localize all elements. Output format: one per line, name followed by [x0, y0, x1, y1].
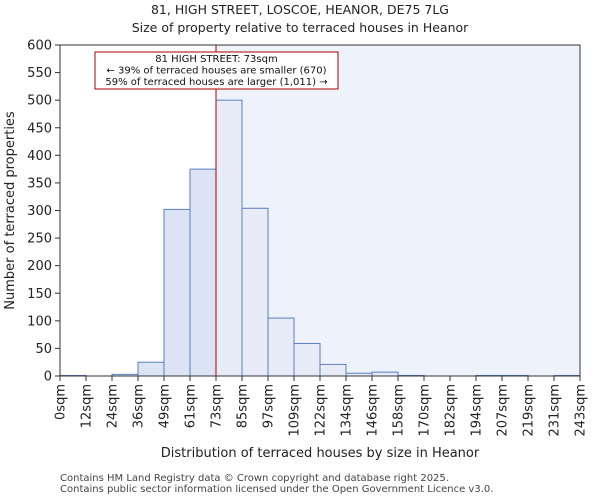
x-tick-label: 109sqm — [288, 384, 303, 437]
x-tick-label: 182sqm — [444, 384, 459, 437]
y-tick-label: 350 — [27, 176, 52, 191]
x-tick-label: 207sqm — [496, 384, 511, 437]
x-tick-label: 219sqm — [522, 384, 537, 437]
bar — [189, 168, 217, 377]
footer-line-2: Contains public sector information licen… — [60, 484, 494, 495]
annotation-smaller: ← 39% of terraced houses are smaller (67… — [106, 66, 326, 77]
x-tick-label: 122sqm — [314, 384, 329, 437]
annotation-larger: 59% of terraced houses are larger (1,011… — [105, 77, 327, 88]
y-tick-label: 550 — [27, 66, 52, 81]
x-tick-label: 85sqm — [236, 384, 251, 428]
y-tick-label: 0 — [44, 370, 52, 385]
x-tick-label: 73sqm — [210, 384, 225, 428]
chart-subtitle: Size of property relative to terraced ho… — [131, 20, 469, 35]
bar — [137, 361, 165, 377]
y-tick-label: 250 — [27, 232, 52, 247]
footer-line-1: Contains HM Land Registry data © Crown c… — [60, 473, 449, 484]
bar — [371, 371, 399, 377]
x-tick-label: 231sqm — [548, 384, 563, 437]
y-tick-label: 600 — [27, 39, 52, 54]
annotation-label: 81 HIGH STREET: 73sqm — [155, 54, 277, 65]
bar — [241, 207, 269, 377]
x-tick-label: 158sqm — [392, 384, 407, 437]
x-axis: 0sqm 12sqm 24sqm 36sqm 49sqm 61sqm 73sqm 85sqm 9… — [54, 376, 589, 437]
chart-title: 81, HIGH STREET, LOSCOE, HEANOR, DE75 7L… — [150, 2, 449, 17]
y-tick-label: 200 — [27, 259, 52, 274]
x-tick-label: 194sqm — [470, 384, 485, 437]
x-tick-label: 146sqm — [366, 384, 381, 437]
bar — [293, 342, 321, 377]
y-axis: 0 50 100 150 200 250 300 350 400 450 500 550 600 — [27, 39, 60, 385]
bar — [267, 317, 295, 377]
bar — [319, 363, 347, 377]
y-axis-label: Number of terraced properties — [3, 111, 18, 310]
bars-group — [59, 99, 581, 377]
bar — [215, 99, 243, 377]
x-tick-label: 36sqm — [132, 384, 147, 428]
y-tick-label: 50 — [35, 342, 52, 357]
plot-frame — [59, 44, 581, 377]
x-tick-label: 134sqm — [340, 384, 355, 437]
x-tick-label: 97sqm — [262, 384, 277, 428]
y-tick-label: 400 — [27, 149, 52, 164]
x-tick-label: 243sqm — [574, 384, 589, 437]
x-tick-label: 24sqm — [106, 384, 121, 428]
x-tick-label: 0sqm — [54, 384, 69, 420]
x-tick-label: 170sqm — [418, 384, 433, 437]
x-axis-label: Distribution of terraced houses by size … — [161, 446, 480, 461]
y-tick-label: 150 — [27, 287, 52, 302]
bar — [163, 208, 191, 377]
y-tick-label: 300 — [27, 204, 52, 219]
y-tick-label: 500 — [27, 94, 52, 109]
x-tick-label: 49sqm — [158, 384, 173, 428]
x-tick-label: 61sqm — [184, 384, 199, 428]
x-tick-label: 12sqm — [80, 384, 95, 428]
y-tick-label: 450 — [27, 121, 52, 136]
y-tick-label: 100 — [27, 314, 52, 329]
annotation-box — [94, 51, 339, 90]
